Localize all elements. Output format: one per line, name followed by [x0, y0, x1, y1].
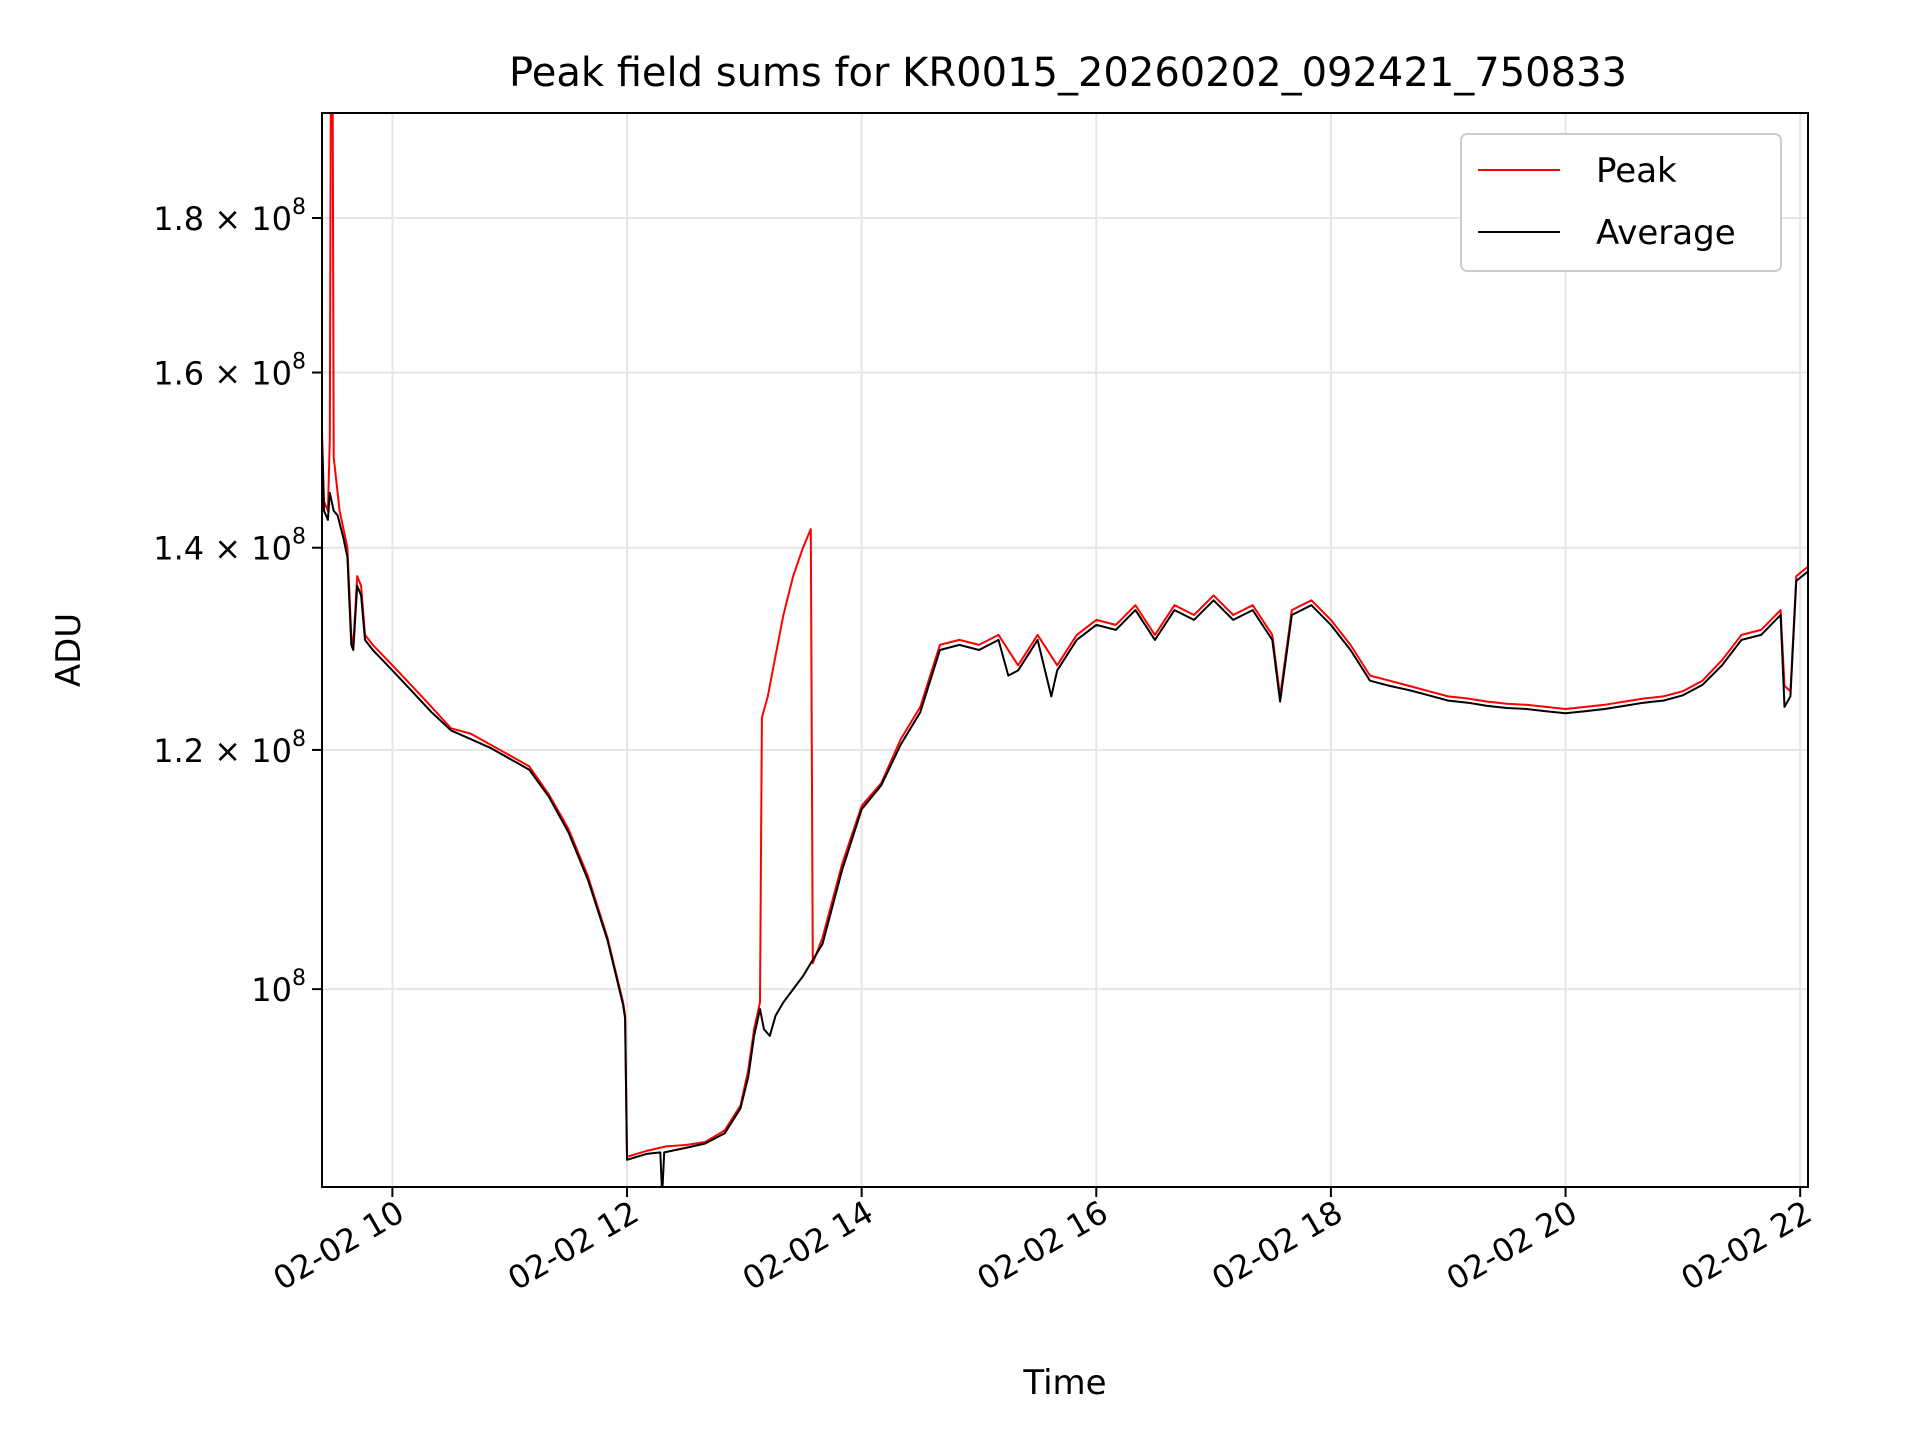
- legend: Peak Average: [1460, 133, 1782, 272]
- y-axis-label: ADU: [49, 613, 89, 687]
- y-tick-label: 1.6 × 108: [153, 350, 306, 393]
- chart-title: Peak field sums for KR0015_20260202_0924…: [509, 50, 1627, 96]
- y-tick-label: 1.8 × 108: [153, 195, 306, 238]
- grid: [322, 113, 1808, 1187]
- legend-label: Average: [1596, 213, 1736, 253]
- y-tick-label: 1.4 × 108: [153, 525, 306, 568]
- plot-area-frame: [321, 112, 1809, 1188]
- legend-label: Peak: [1596, 151, 1677, 191]
- x-axis-label: Time: [1022, 1363, 1106, 1403]
- y-tick-label: 1.2 × 108: [153, 727, 306, 770]
- legend-box: [1460, 133, 1782, 272]
- series-line-average: [322, 439, 1808, 1187]
- y-axis: 108 1.2 × 108 1.4 × 108 1.6 × 108 1.8 × 108: [153, 195, 322, 1009]
- series-layer: [322, 113, 1808, 1187]
- y-tick-label: 108: [251, 966, 306, 1009]
